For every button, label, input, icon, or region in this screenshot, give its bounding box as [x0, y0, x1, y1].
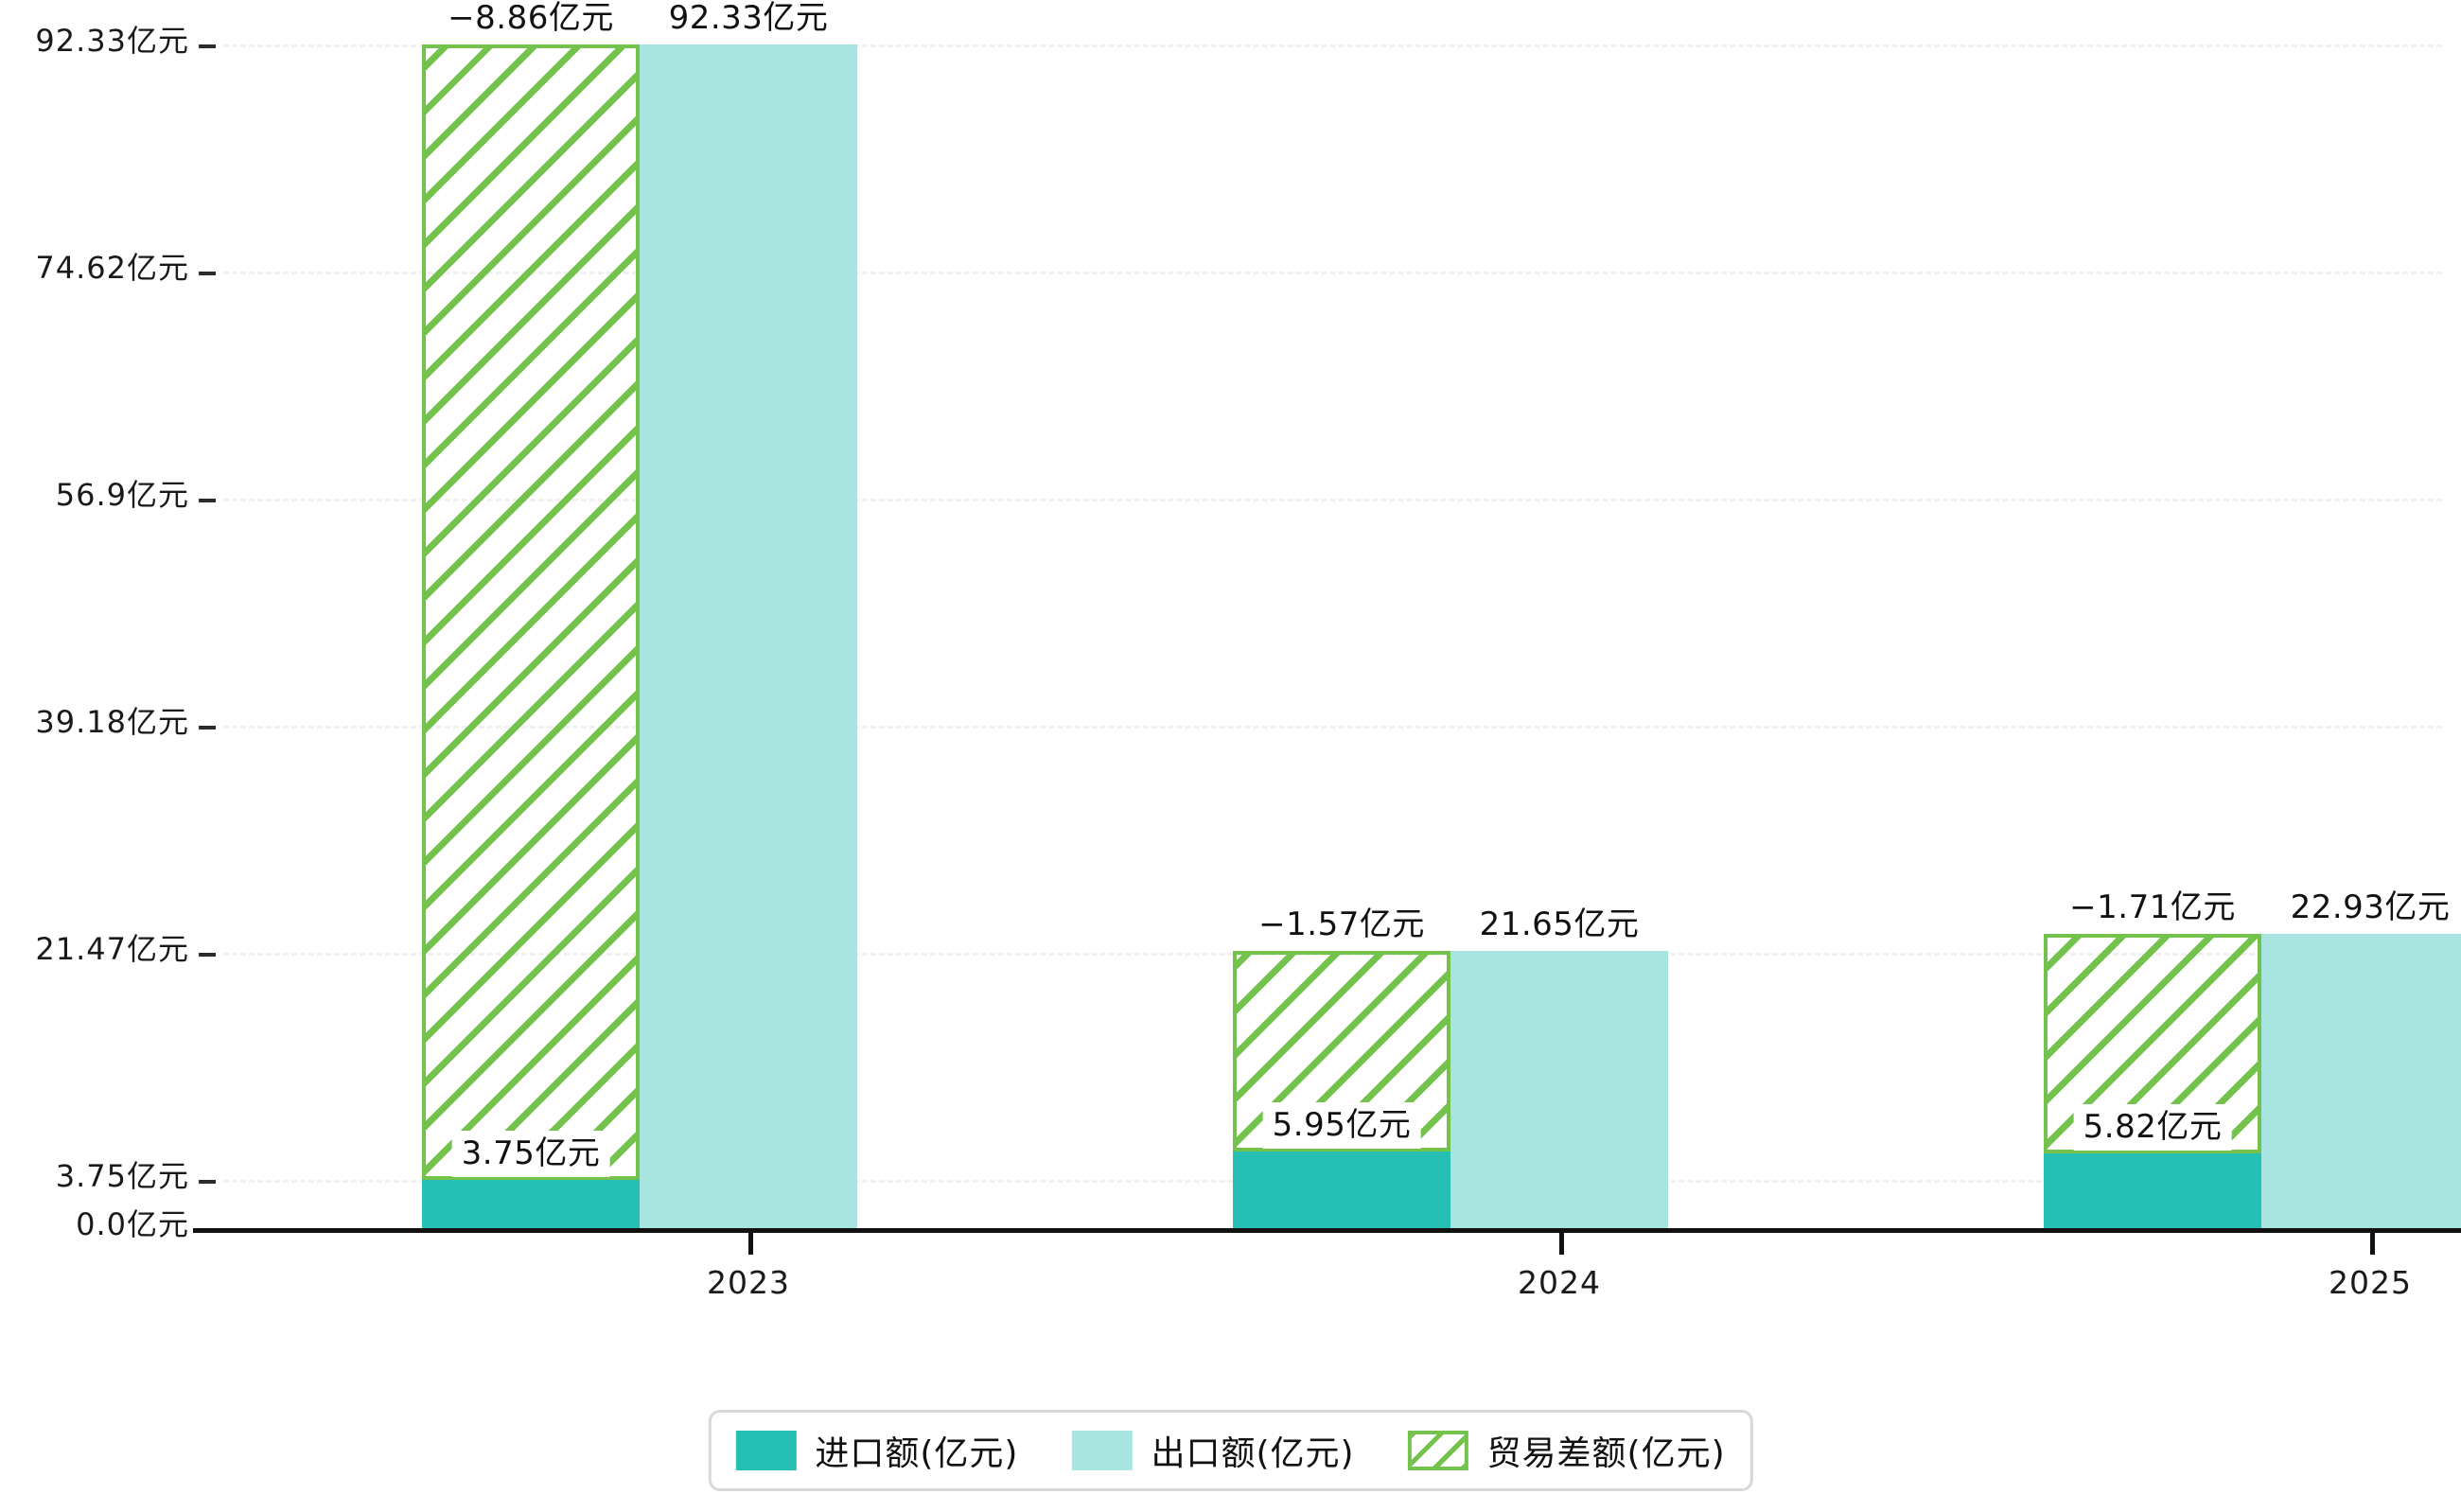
y-axis-tick-mark: [199, 726, 216, 730]
x-axis-tick-mark: [1559, 1230, 1564, 1255]
y-axis-tick-mark: [199, 1180, 216, 1185]
value-label-trade-difference: −1.71亿元: [2060, 885, 2245, 932]
y-axis-tick-label: 0.0亿元: [76, 1206, 189, 1242]
y-axis-tick-label: 39.18亿元: [35, 704, 189, 741]
legend-item-import[interactable]: 进口额(亿元): [735, 1426, 1018, 1475]
x-axis-tick-mark: [748, 1230, 753, 1255]
value-label-export: 22.93亿元: [2280, 885, 2460, 932]
value-label-trade-difference: −1.57亿元: [1249, 901, 1434, 948]
y-axis-tick-label: 56.9亿元: [55, 477, 189, 514]
legend-label-import: 进口额(亿元): [815, 1434, 1019, 1473]
import-swatch-icon: [735, 1431, 797, 1470]
y-axis-tick-label: 3.75亿元: [55, 1158, 189, 1195]
y-axis-tick-label: 21.47亿元: [35, 931, 189, 968]
value-label-export: 92.33亿元: [659, 0, 838, 43]
y-axis-tick-mark: [199, 271, 216, 275]
bar-export[interactable]: [1450, 950, 1668, 1228]
legend-label-export: 出口额(亿元): [1151, 1434, 1355, 1473]
x-axis-line: [193, 1228, 2461, 1233]
value-label-import: 5.95亿元: [1262, 1102, 1421, 1150]
bar-import[interactable]: [1233, 1152, 1450, 1228]
value-label-import: 3.75亿元: [451, 1131, 610, 1178]
legend[interactable]: 进口额(亿元) 出口额(亿元) 贸易差额(亿元): [708, 1410, 1753, 1491]
y-axis-tick-mark: [199, 44, 216, 48]
x-axis-tick-mark: [2370, 1230, 2375, 1255]
bar-export[interactable]: [2261, 934, 2461, 1228]
gridline: [223, 499, 2442, 502]
value-label-trade-difference: −8.86亿元: [438, 0, 624, 43]
y-axis-tick-mark: [199, 953, 216, 958]
gridline: [223, 271, 2442, 274]
gridline: [223, 726, 2442, 730]
bar-import[interactable]: [2044, 1153, 2261, 1228]
bar-import[interactable]: [422, 1180, 640, 1228]
x-axis-tick-label: 2025: [2329, 1264, 2412, 1301]
y-axis-tick-label: 92.33亿元: [35, 23, 189, 59]
x-axis-tick-label: 2024: [1518, 1264, 1601, 1301]
legend-item-diff[interactable]: 贸易差额(亿元): [1407, 1426, 1726, 1475]
value-label-import: 5.82亿元: [2073, 1104, 2232, 1152]
export-swatch-icon: [1071, 1431, 1133, 1470]
gridline: [223, 44, 2442, 47]
y-axis-tick-mark: [199, 499, 216, 503]
diff-hatch-swatch-icon: [1407, 1431, 1468, 1470]
bar-export[interactable]: [640, 44, 857, 1228]
y-axis-tick-label: 74.62亿元: [35, 249, 189, 286]
value-label-export: 21.65亿元: [1469, 901, 1649, 948]
legend-item-export[interactable]: 出口额(亿元): [1071, 1426, 1354, 1475]
legend-label-diff: 贸易差额(亿元): [1486, 1434, 1726, 1473]
x-axis-tick-label: 2023: [707, 1264, 790, 1301]
bar-trade-difference[interactable]: [422, 44, 640, 1181]
